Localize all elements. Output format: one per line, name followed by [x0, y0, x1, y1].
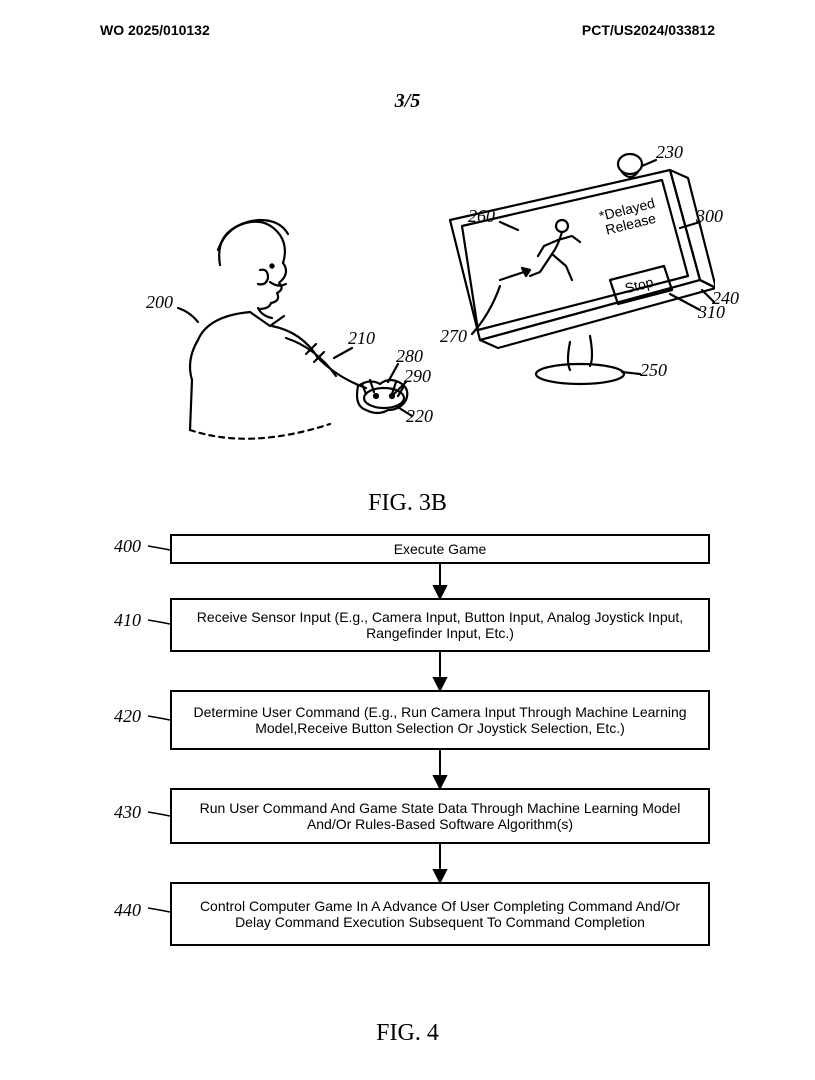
figure-3b-illustration: *DelayedRelease Stop 200 210 280 290 220…	[100, 130, 715, 455]
ref-250: 250	[640, 360, 667, 381]
header-right: PCT/US2024/033812	[582, 22, 715, 38]
figure-4-flowchart: Execute Game Receive Sensor Input (E.g.,…	[100, 528, 715, 1008]
ref-220: 220	[406, 406, 433, 427]
flow-ref-420: 420	[114, 706, 141, 727]
ref-280: 280	[396, 346, 423, 367]
ref-260: 260	[468, 206, 495, 227]
page-number: 3/5	[0, 90, 815, 113]
flow-step-440: Control Computer Game In A Advance Of Us…	[170, 882, 710, 946]
ref-200: 200	[146, 292, 173, 313]
flow-ref-410: 410	[114, 610, 141, 631]
figure-4-caption: FIG. 4	[0, 1020, 815, 1047]
ref-300: 300	[696, 206, 723, 227]
flow-step-420: Determine User Command (E.g., Run Camera…	[170, 690, 710, 750]
figure-3b-caption: FIG. 3B	[0, 490, 815, 517]
ref-290: 290	[404, 366, 431, 387]
flow-step-430: Run User Command And Game State Data Thr…	[170, 788, 710, 844]
ref-210: 210	[348, 328, 375, 349]
flow-ref-400: 400	[114, 536, 141, 557]
ref-270: 270	[440, 326, 467, 347]
patent-page: WO 2025/010132 PCT/US2024/033812 3/5	[0, 0, 815, 1080]
header-left: WO 2025/010132	[100, 22, 210, 38]
ref-230: 230	[656, 142, 683, 163]
flow-ref-430: 430	[114, 802, 141, 823]
flow-step-410: Receive Sensor Input (E.g., Camera Input…	[170, 598, 710, 652]
ref-310: 310	[698, 302, 725, 323]
flow-ref-440: 440	[114, 900, 141, 921]
flow-step-400: Execute Game	[170, 534, 710, 564]
